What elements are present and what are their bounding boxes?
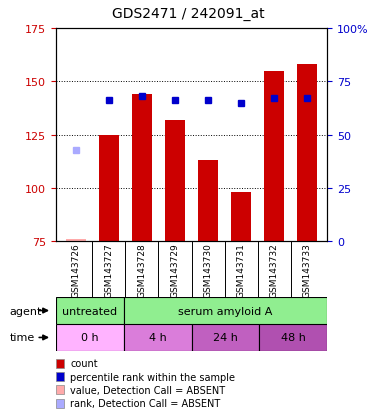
Bar [56, 324, 124, 351]
Text: time: time [10, 332, 35, 343]
Text: 48 h: 48 h [281, 332, 306, 343]
Text: serum amyloid A: serum amyloid A [178, 306, 273, 316]
Text: GSM143728: GSM143728 [137, 242, 146, 297]
Text: count: count [70, 358, 98, 368]
Text: GDS2471 / 242091_at: GDS2471 / 242091_at [112, 7, 265, 21]
Bar [264, 71, 284, 242]
Bar [165, 120, 185, 242]
Text: GSM143733: GSM143733 [303, 242, 312, 297]
Text: GSM143730: GSM143730 [204, 242, 213, 297]
Bar [259, 324, 327, 351]
Text: GSM143732: GSM143732 [270, 242, 279, 297]
Bar [99, 135, 119, 242]
Bar [56, 297, 124, 324]
Text: rank, Detection Call = ABSENT: rank, Detection Call = ABSENT [70, 398, 220, 408]
Text: 4 h: 4 h [149, 332, 166, 343]
Text: GSM143727: GSM143727 [104, 242, 113, 297]
Bar [298, 65, 317, 242]
Bar [198, 161, 218, 242]
Bar [192, 324, 259, 351]
Bar [124, 324, 192, 351]
Text: untreated: untreated [62, 306, 117, 316]
Text: 0 h: 0 h [81, 332, 99, 343]
Text: 24 h: 24 h [213, 332, 238, 343]
Text: percentile rank within the sample: percentile rank within the sample [70, 372, 235, 382]
Bar [124, 297, 327, 324]
Bar [231, 193, 251, 242]
Text: value, Detection Call = ABSENT: value, Detection Call = ABSENT [70, 385, 225, 395]
Text: GSM143729: GSM143729 [171, 242, 179, 297]
Text: GSM143731: GSM143731 [237, 242, 246, 297]
Bar [132, 95, 152, 242]
Text: agent: agent [10, 306, 42, 316]
Text: GSM143726: GSM143726 [71, 242, 80, 297]
Bar [66, 240, 85, 242]
